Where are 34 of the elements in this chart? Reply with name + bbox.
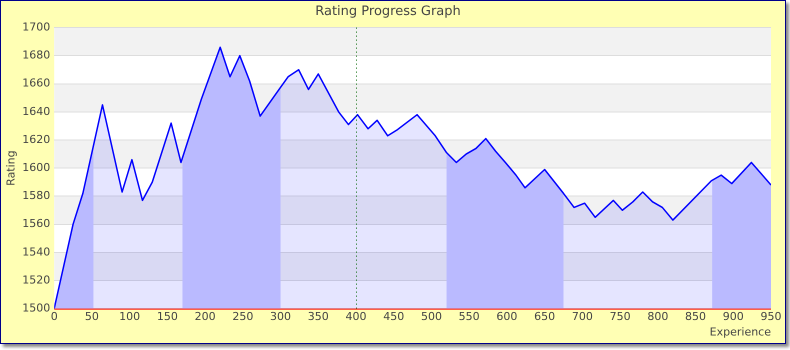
y-tick-label: 1660 <box>22 76 50 90</box>
x-tick-label: 950 <box>760 310 782 324</box>
y-tick-label: 1620 <box>22 132 50 146</box>
x-tick-label: 0 <box>50 310 58 324</box>
y-tick-label: 1500 <box>22 301 50 314</box>
x-tick-label: 550 <box>458 310 480 324</box>
x-tick-label: 700 <box>572 310 593 324</box>
x-tick-label: 400 <box>346 310 367 324</box>
y-tick-label: 1580 <box>22 189 50 202</box>
x-tick-label: 300 <box>270 310 292 324</box>
y-tick-label: 1640 <box>22 104 50 118</box>
y-tick-label: 1540 <box>22 245 50 258</box>
chart-title: Rating Progress Graph <box>315 4 461 20</box>
x-tick-label: 600 <box>496 310 518 324</box>
x-tick-label: 150 <box>156 310 178 324</box>
x-tick-label: 200 <box>194 310 216 324</box>
x-tick-label: 850 <box>685 310 706 324</box>
y-tick-label: 1520 <box>22 273 50 286</box>
y-tick-label: 1600 <box>22 160 50 174</box>
y-tick-label: 1700 <box>22 20 50 34</box>
x-tick-label: 900 <box>722 310 744 324</box>
x-tick-label: 350 <box>308 310 329 324</box>
x-tick-label: 750 <box>610 310 631 324</box>
x-tick-label: 100 <box>119 310 140 324</box>
x-tick-label: 50 <box>84 310 99 324</box>
x-axis-title: Experience <box>710 325 772 338</box>
y-tick-label: 1560 <box>22 217 50 230</box>
y-axis-title: Rating <box>4 150 18 186</box>
x-tick-label: 450 <box>383 310 404 324</box>
x-tick-label: 650 <box>534 310 556 324</box>
x-tick-label: 500 <box>420 310 442 324</box>
y-tick-label: 1680 <box>22 48 50 62</box>
x-tick-label: 250 <box>232 310 254 324</box>
x-tick-label: 800 <box>647 310 668 324</box>
